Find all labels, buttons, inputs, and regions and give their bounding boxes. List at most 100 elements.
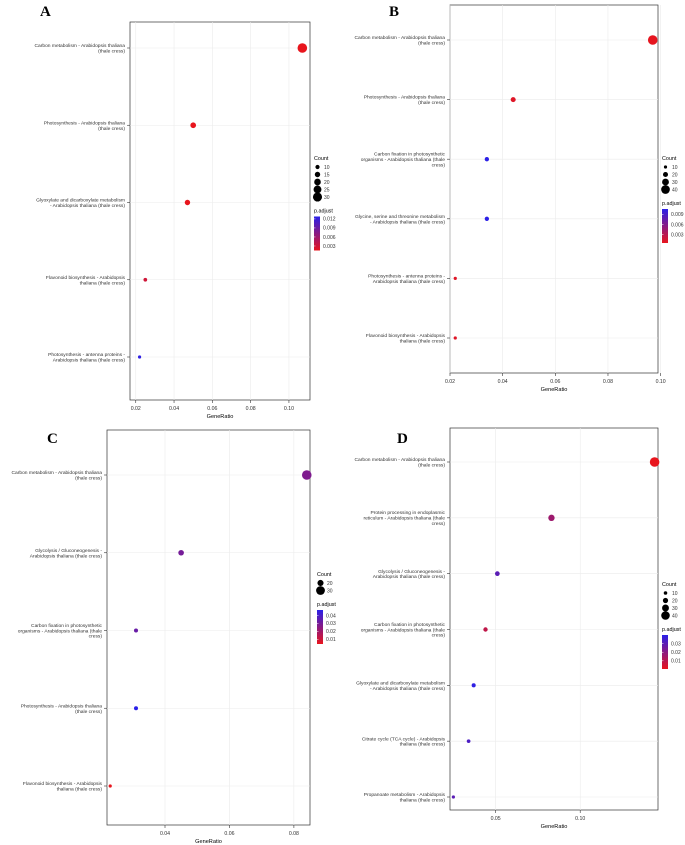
data-point-d <box>471 683 476 688</box>
y-tick-label-d: thaliana (thale cress) <box>400 742 446 748</box>
x-tick-label-a: 0.06 <box>207 406 217 412</box>
color-legend-label-c: 0.02 <box>326 629 336 635</box>
size-legend-key-a <box>312 192 323 202</box>
y-tick-label-d: Citrate cycle (TCA cycle) - Arabidopsis <box>362 736 446 742</box>
size-legend-label-a: 30 <box>324 195 330 201</box>
x-tick-label-b: 0.08 <box>603 379 613 385</box>
data-point-b <box>510 97 516 103</box>
data-point-d <box>483 627 488 632</box>
size-legend-key-b <box>662 178 669 186</box>
data-point-b <box>647 35 658 45</box>
color-legend-title-c: p.adjust <box>317 602 336 608</box>
data-point-c <box>301 470 312 480</box>
size-legend-key-c <box>317 579 324 587</box>
x-tick-label-b: 0.06 <box>550 379 560 385</box>
y-tick-label-d: organisms - Arabidopsis thaliana (thale <box>361 627 446 633</box>
size-legend-key-a <box>314 178 321 186</box>
size-legend-title-b: Count <box>662 156 677 162</box>
y-tick-label-a: Photosynthesis - Arabidopsis thaliana <box>44 120 126 126</box>
color-legend-label-d: 0.01 <box>671 659 681 665</box>
size-legend-label-a: 25 <box>324 187 330 193</box>
y-tick-label-d: thaliana (thale cress) <box>400 798 446 804</box>
y-tick-label-d: Protein processing in endoplasmic <box>371 510 446 516</box>
data-point-d <box>466 739 471 744</box>
data-point-c <box>134 628 138 633</box>
data-point-a <box>137 355 142 359</box>
data-point-d <box>494 571 500 577</box>
y-tick-label-a: Flavonoid biosynthesis - Arabidopsis <box>46 275 126 281</box>
x-tick-label-a: 0.08 <box>246 406 256 412</box>
size-legend-label-d: 40 <box>672 613 678 619</box>
y-tick-label-b: - Arabidopsis thaliana (thale cress) <box>370 219 445 225</box>
color-legend-label-a: 0.006 <box>323 235 336 241</box>
plot-border-a <box>129 21 311 401</box>
size-legend-key-b <box>661 185 670 194</box>
data-point-c <box>108 784 112 788</box>
x-tick-label-d: 0.10 <box>575 816 585 822</box>
x-tick-label-b: 0.02 <box>445 379 455 385</box>
color-legend-label-b: 0.009 <box>671 212 684 218</box>
data-point-a <box>184 199 191 206</box>
x-tick-label-c: 0.04 <box>160 831 170 837</box>
size-legend-key-d <box>663 591 668 595</box>
panel-letter-c: C <box>47 431 58 447</box>
y-tick-label-c: Carbon fixation in photosynthetic <box>31 623 103 629</box>
y-tick-label-b: Carbon fixation in photosynthetic <box>374 152 446 158</box>
size-legend-key-b <box>662 171 669 178</box>
y-tick-label-c: Photosynthesis - Arabidopsis thaliana <box>21 703 103 709</box>
y-tick-label-d: Glyoxylate and dicarboxylate metabolism <box>356 680 445 686</box>
color-legend-label-a: 0.003 <box>323 244 336 250</box>
size-legend-label-b: 10 <box>672 165 678 171</box>
x-axis-title-a: GeneRatio <box>207 414 234 420</box>
y-tick-label-a: Carbon metabolism - Arabidopsis thaliana <box>34 43 125 49</box>
y-tick-label-c: organisms - Arabidopsis thaliana (thale <box>18 628 103 634</box>
size-legend-key-c <box>316 586 325 595</box>
y-tick-label-d: cress) <box>432 633 446 639</box>
color-legend-title-d: p.adjust <box>662 627 681 633</box>
y-tick-label-d: Carbon fixation in photosynthetic <box>374 622 446 628</box>
plot-border-d <box>449 427 659 811</box>
y-tick-label-a: - Arabidopsis thaliana (thale cress) <box>50 203 125 209</box>
size-legend-label-c: 30 <box>327 588 333 594</box>
y-tick-label-a: thaliana (thale cress) <box>80 280 126 286</box>
y-tick-label-a: Glyoxylate and dicarboxylate metabolism <box>36 198 125 204</box>
plot-border-b <box>449 4 659 374</box>
color-legend-bar-a <box>314 216 320 251</box>
y-tick-label-a: Arabidopsis thaliana (thale cress) <box>53 358 126 364</box>
x-tick-label-a: 0.10 <box>284 406 294 412</box>
color-legend-label-a: 0.012 <box>323 217 336 223</box>
y-tick-label-a: (thale cress) <box>98 126 125 132</box>
y-tick-label-d: (thale cress) <box>418 463 445 469</box>
y-tick-label-c: Glycolysis / Gluconeogenesis - <box>35 548 102 554</box>
y-tick-label-c: thaliana (thale cress) <box>57 787 103 793</box>
size-legend-label-d: 10 <box>672 591 678 597</box>
y-tick-label-d: cress) <box>432 521 446 527</box>
x-tick-label-b: 0.04 <box>498 379 508 385</box>
y-tick-label-c: Arabidopsis thaliana (thale cress) <box>30 553 103 559</box>
size-legend-key-a <box>315 164 320 170</box>
y-tick-label-b: cress) <box>432 162 446 168</box>
data-point-d <box>451 795 455 799</box>
color-legend-label-c: 0.01 <box>326 637 336 643</box>
data-point-b <box>453 276 457 280</box>
y-tick-label-b: Flavonoid biosynthesis - Arabidopsis <box>366 333 446 339</box>
color-legend-title-a: p.adjust <box>314 209 333 215</box>
size-legend-label-a: 10 <box>324 165 330 171</box>
y-tick-label-d: Arabidopsis thaliana (thale cress) <box>373 574 446 580</box>
y-tick-label-d: Propanoate metabolism - Arabidopsis <box>364 792 446 798</box>
size-legend-label-b: 40 <box>672 187 678 193</box>
color-legend-bar-d <box>662 635 668 669</box>
color-legend-label-a: 0.009 <box>323 226 336 232</box>
y-tick-label-d: reticulum - Arabidopsis thaliana (thale <box>363 516 445 522</box>
y-tick-label-b: Photosynthesis - Arabidopsis thaliana <box>364 95 446 101</box>
y-tick-label-c: Flavonoid biosynthesis - Arabidopsis <box>23 781 103 787</box>
panel-letter-a: A <box>40 4 51 20</box>
size-legend-key-a <box>314 171 321 178</box>
size-legend-label-d: 30 <box>672 606 678 612</box>
x-axis-title-c: GeneRatio <box>195 839 222 845</box>
x-tick-label-c: 0.06 <box>224 831 234 837</box>
data-point-b <box>484 216 490 221</box>
data-point-c <box>178 549 184 556</box>
color-legend-label-c: 0.03 <box>326 621 336 627</box>
data-point-b <box>453 336 457 340</box>
